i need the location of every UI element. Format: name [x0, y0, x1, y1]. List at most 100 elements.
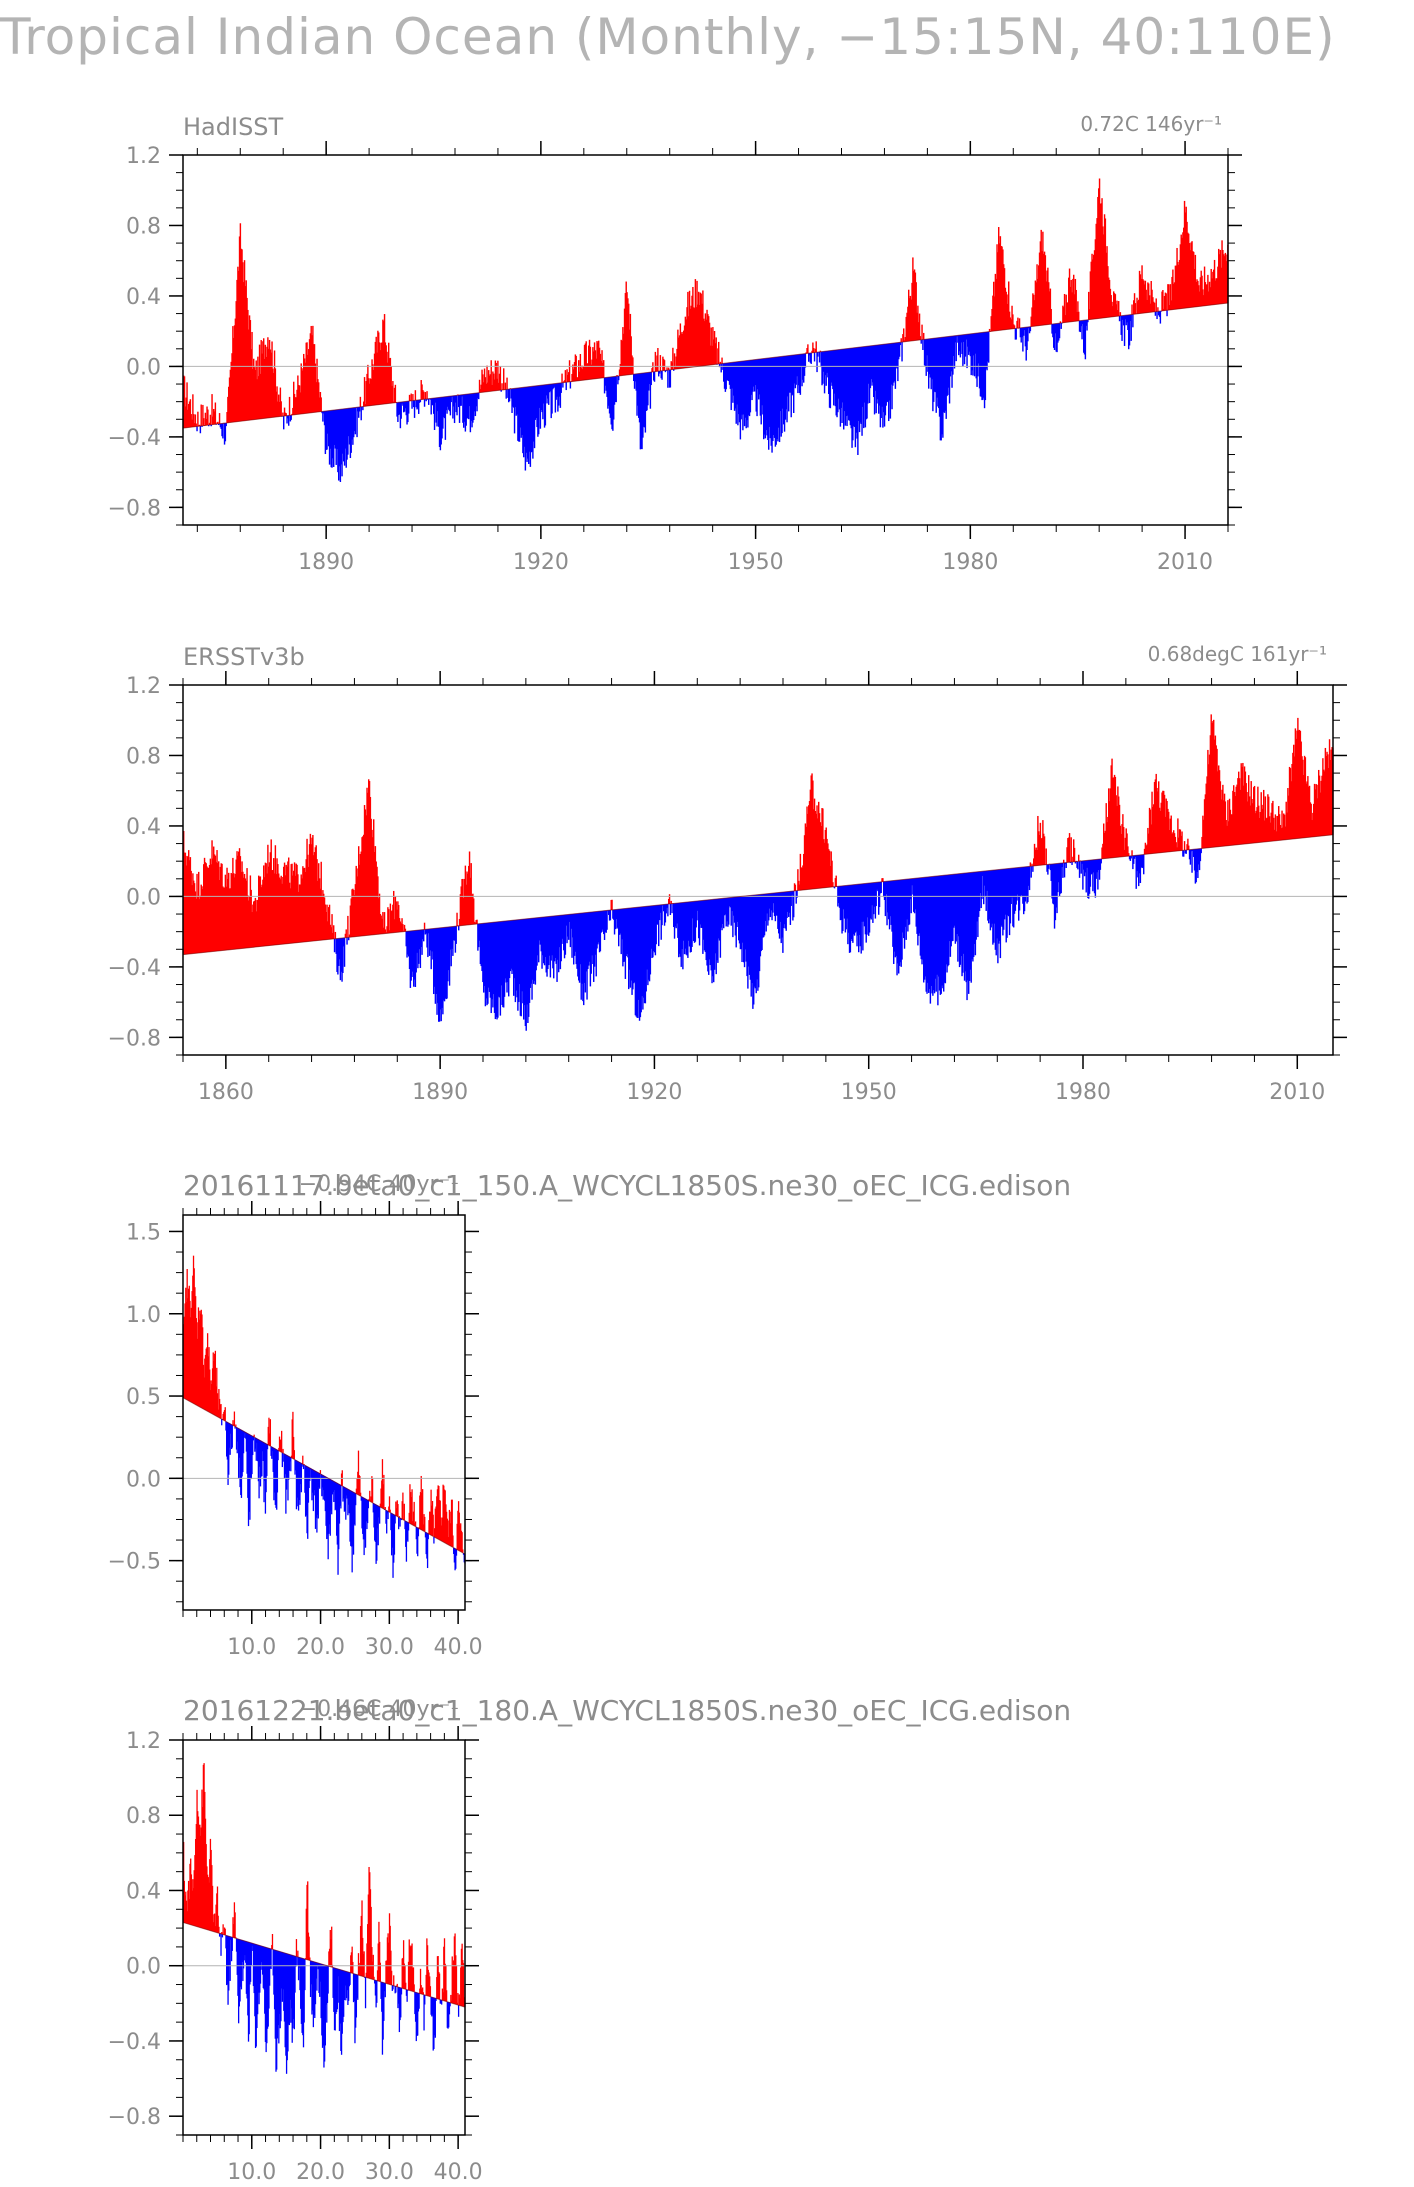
negative-anomaly-bar — [401, 401, 403, 404]
positive-anomaly-bar — [1216, 748, 1218, 847]
negative-anomaly-bar — [225, 1935, 227, 1949]
positive-anomaly-bar — [498, 382, 500, 391]
negative-anomaly-bar — [295, 1460, 297, 1471]
positive-anomaly-bar — [282, 412, 284, 417]
positive-anomaly-bar — [450, 1499, 453, 1547]
negative-anomaly-bar — [758, 894, 761, 972]
negative-anomaly-bar — [691, 901, 693, 947]
positive-anomaly-bar — [632, 357, 634, 375]
negative-anomaly-bar — [765, 358, 767, 431]
negative-anomaly-bar — [743, 361, 745, 415]
negative-anomaly-bar — [796, 354, 798, 377]
positive-anomaly-bar — [248, 900, 250, 948]
negative-anomaly-bar — [278, 1951, 280, 2044]
negative-anomaly-bar — [957, 335, 959, 343]
positive-anomaly-bar — [1068, 277, 1070, 323]
negative-anomaly-bar — [734, 897, 737, 936]
negative-anomaly-bar — [833, 886, 836, 889]
positive-anomaly-bar — [499, 366, 502, 391]
positive-anomaly-bar — [328, 1948, 331, 1967]
negative-anomaly-bar — [566, 914, 568, 944]
positive-anomaly-bar — [1059, 321, 1062, 324]
negative-anomaly-bar — [915, 878, 917, 927]
negative-anomaly-bar — [967, 872, 969, 981]
positive-anomaly-bar — [1318, 769, 1320, 837]
positive-anomaly-bar — [1113, 293, 1116, 317]
positive-anomaly-bar — [427, 1969, 429, 1996]
negative-anomaly-bar — [245, 1432, 248, 1452]
positive-anomaly-bar — [1168, 305, 1171, 311]
negative-anomaly-bar — [741, 896, 743, 963]
positive-anomaly-bar — [1179, 829, 1182, 851]
negative-anomaly-bar — [520, 919, 522, 1017]
negative-anomaly-bar — [433, 1997, 436, 2036]
negative-anomaly-bar — [627, 908, 629, 958]
negative-anomaly-bar — [733, 362, 736, 411]
negative-anomaly-bar — [297, 1461, 300, 1511]
negative-anomaly-bar — [655, 905, 657, 945]
positive-anomaly-bar — [216, 1367, 218, 1417]
positive-anomaly-bar — [324, 904, 327, 940]
positive-anomaly-bar — [421, 384, 423, 400]
negative-anomaly-bar — [223, 423, 226, 445]
positive-anomaly-bar — [1156, 787, 1158, 854]
negative-anomaly-bar — [528, 918, 531, 1003]
positive-anomaly-bar — [383, 1474, 385, 1509]
positive-anomaly-bar — [655, 367, 657, 372]
positive-anomaly-bar — [395, 1501, 397, 1516]
negative-anomaly-bar — [698, 900, 700, 939]
negative-anomaly-bar — [772, 893, 774, 913]
positive-anomaly-bar — [378, 1941, 381, 1982]
positive-anomaly-bar — [1007, 303, 1009, 330]
positive-anomaly-bar — [1318, 775, 1321, 837]
negative-anomaly-bar — [743, 896, 745, 963]
positive-anomaly-bar — [371, 1961, 374, 1980]
positive-anomaly-bar — [1314, 789, 1317, 837]
positive-anomaly-bar — [253, 1434, 255, 1437]
negative-anomaly-bar — [238, 1939, 240, 2007]
negative-anomaly-bar — [870, 345, 872, 380]
negative-anomaly-bar — [963, 334, 965, 342]
negative-anomaly-bar — [992, 870, 994, 945]
negative-anomaly-bar — [727, 362, 729, 381]
negative-anomaly-bar — [793, 354, 796, 384]
positive-anomaly-bar — [1065, 294, 1067, 323]
negative-anomaly-bar — [928, 338, 930, 389]
positive-anomaly-bar — [1033, 858, 1035, 866]
negative-anomaly-bar — [374, 1979, 376, 1984]
positive-anomaly-bar — [1272, 800, 1274, 842]
positive-anomaly-bar — [250, 889, 252, 948]
positive-anomaly-bar — [1171, 833, 1173, 852]
negative-anomaly-bar — [352, 1973, 355, 2003]
negative-anomaly-bar — [982, 871, 984, 876]
positive-anomaly-bar — [1041, 837, 1043, 866]
negative-anomaly-bar — [966, 872, 968, 1001]
negative-anomaly-bar — [788, 891, 790, 917]
positive-anomaly-bar — [366, 787, 368, 936]
positive-anomaly-bar — [1123, 849, 1126, 857]
positive-anomaly-bar — [284, 875, 287, 944]
positive-anomaly-bar — [251, 331, 253, 420]
positive-anomaly-bar — [574, 354, 577, 382]
positive-anomaly-bar — [194, 1296, 197, 1405]
positive-anomaly-bar — [1200, 270, 1202, 307]
negative-anomaly-bar — [699, 900, 702, 925]
negative-anomaly-bar — [1018, 867, 1021, 911]
positive-anomaly-bar — [187, 1298, 189, 1401]
positive-anomaly-bar — [816, 805, 818, 889]
negative-anomaly-bar — [895, 342, 897, 368]
negative-anomaly-bar — [984, 871, 987, 897]
positive-anomaly-bar — [1328, 768, 1330, 836]
negative-anomaly-bar — [918, 877, 920, 936]
positive-anomaly-bar — [401, 918, 403, 932]
negative-anomaly-bar — [543, 917, 545, 964]
positive-anomaly-bar — [1092, 259, 1094, 320]
negative-anomaly-bar — [893, 342, 896, 381]
negative-anomaly-bar — [322, 411, 324, 422]
negative-anomaly-bar — [1003, 869, 1006, 920]
negative-anomaly-bar — [725, 898, 727, 927]
positive-anomaly-bar — [357, 1953, 360, 1976]
negative-anomaly-bar — [833, 350, 835, 406]
negative-anomaly-bar — [481, 923, 483, 972]
negative-anomaly-bar — [875, 882, 877, 907]
